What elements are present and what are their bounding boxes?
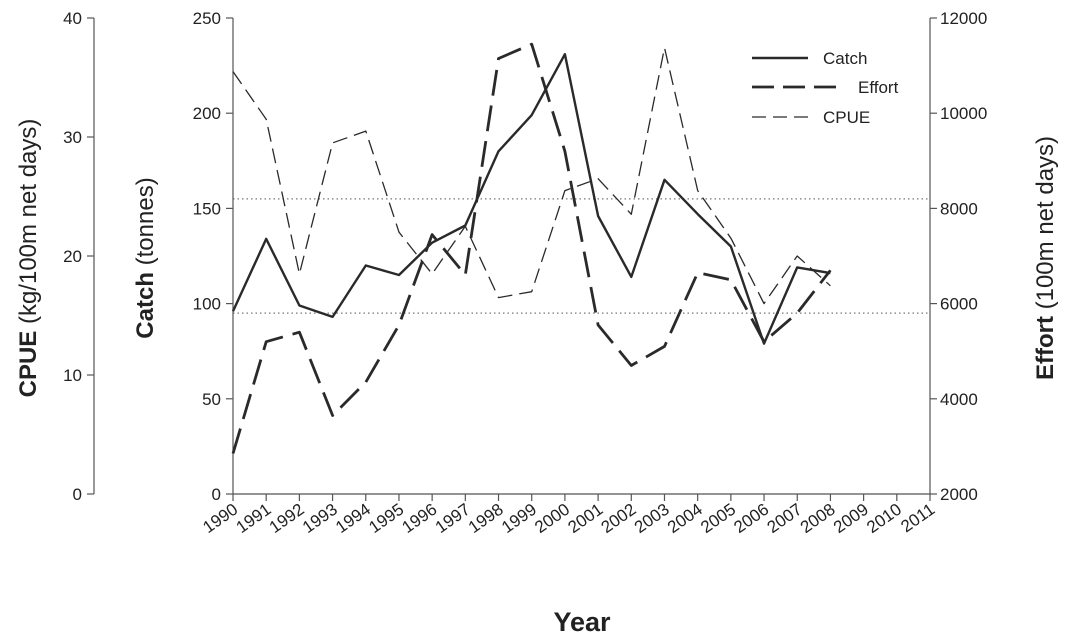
x-tick-label: 2005 <box>697 500 739 537</box>
cpue-tick-label: 30 <box>63 128 82 147</box>
effort-tick-label: 4000 <box>940 390 978 409</box>
x-tick-label: 1994 <box>332 500 374 537</box>
effort-tick-label: 12000 <box>940 9 987 28</box>
effort-tick-label: 2000 <box>940 485 978 504</box>
series-line-cpue <box>232 47 831 305</box>
catch-tick-label: 0 <box>212 485 221 504</box>
x-tick-label: 2002 <box>598 500 640 537</box>
tick-labels: 0 50 100 150 200 250 0 10 20 30 40 2000 4000 6000 8000… <box>63 9 987 537</box>
effort-axis-title-bold: Effort <box>1032 316 1059 380</box>
catch-tick-label: 200 <box>193 104 221 123</box>
x-tick-label: 2010 <box>863 500 905 537</box>
x-tick-label: 2008 <box>797 500 839 537</box>
cpue-tick-label: 10 <box>63 366 82 385</box>
x-tick-label: 1992 <box>266 500 308 537</box>
catch-axis-title-units: (tonnes) <box>132 177 159 272</box>
cpue-tick-label: 40 <box>63 9 82 28</box>
effort-axis-title-units: (100m net days) <box>1032 136 1059 316</box>
x-tick-label: 2009 <box>830 500 872 537</box>
x-tick-label: 2003 <box>631 500 673 537</box>
x-tick-label: 1997 <box>432 500 474 537</box>
catch-tick-label: 50 <box>202 390 221 409</box>
x-tick-label: 2004 <box>664 500 706 537</box>
x-tick-label: 1999 <box>498 500 540 537</box>
x-tick-label: 1995 <box>365 500 407 537</box>
cpue-tick-label: 0 <box>73 485 82 504</box>
x-tick-label: 1996 <box>399 500 441 537</box>
legend-label-effort: Effort <box>858 78 899 97</box>
cpue-tick-label: 20 <box>63 247 82 266</box>
catch-tick-label: 100 <box>193 295 221 314</box>
catch-axis-title-bold: Catch <box>132 272 159 339</box>
legend-label-cpue: CPUE <box>823 108 870 127</box>
x-tick-label: 2006 <box>730 500 772 537</box>
legend-label-catch: Catch <box>823 49 867 68</box>
effort-axis-title: Effort (100m net days) <box>1032 136 1059 380</box>
series-lines <box>231 42 832 454</box>
x-tick-label: 2007 <box>764 500 806 537</box>
legend: Catch Effort CPUE <box>752 49 899 127</box>
x-tick-label: 2000 <box>531 500 573 537</box>
x-tick-label: 2001 <box>565 500 607 537</box>
axis-titles: CPUE (kg/100m net days) Catch (tonnes) E… <box>15 119 1059 637</box>
catch-tick-label: 250 <box>193 9 221 28</box>
reference-lines <box>233 198 930 314</box>
series-line-effort <box>231 42 832 454</box>
effort-tick-label: 8000 <box>940 199 978 218</box>
effort-tick-label: 6000 <box>940 295 978 314</box>
x-tick-label: 2011 <box>897 500 938 537</box>
axes <box>87 17 937 501</box>
x-tick-label: 1993 <box>299 500 341 537</box>
cpue-axis-title: CPUE (kg/100m net days) <box>15 119 42 398</box>
catch-tick-label: 150 <box>193 199 221 218</box>
cpue-axis-title-units: (kg/100m net days) <box>15 119 42 331</box>
effort-tick-label: 10000 <box>940 104 987 123</box>
x-tick-label: 1998 <box>465 500 507 537</box>
series-line-catch <box>231 53 831 345</box>
x-axis-title: Year <box>553 607 611 637</box>
catch-axis-title: Catch (tonnes) <box>132 177 159 338</box>
x-tick-label: 1991 <box>233 500 275 537</box>
cpue-axis-title-bold: CPUE <box>15 331 42 398</box>
x-tick-label: 1990 <box>199 500 241 537</box>
